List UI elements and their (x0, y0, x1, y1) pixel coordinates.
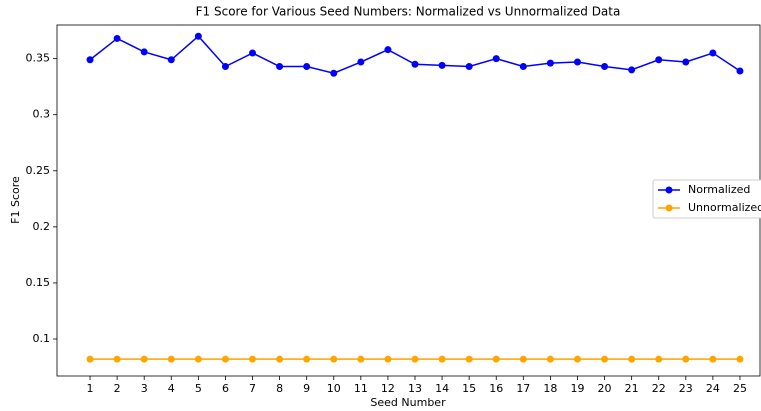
data-point (167, 56, 175, 64)
data-point (276, 62, 284, 70)
x-tick-label: 9 (303, 382, 310, 395)
x-tick-label: 22 (652, 382, 666, 395)
legend-marker (665, 204, 673, 212)
legend-label: Normalized (688, 183, 750, 196)
data-point (519, 355, 527, 363)
data-point (736, 355, 744, 363)
data-point (682, 355, 690, 363)
data-point (465, 62, 473, 70)
data-point (249, 49, 257, 57)
x-tick-label: 12 (381, 382, 395, 395)
x-tick-label: 5 (195, 382, 202, 395)
data-point (357, 355, 365, 363)
data-point (601, 62, 609, 70)
data-point (330, 355, 338, 363)
data-point (492, 55, 500, 63)
data-point (546, 355, 554, 363)
data-point (249, 355, 257, 363)
data-point (519, 62, 527, 70)
x-tick-label: 3 (141, 382, 148, 395)
data-point (303, 62, 311, 70)
data-point (655, 355, 663, 363)
data-point (113, 355, 121, 363)
x-tick-label: 16 (489, 382, 503, 395)
x-tick-label: 11 (354, 382, 368, 395)
data-point (411, 355, 419, 363)
x-tick-label: 10 (327, 382, 341, 395)
x-tick-label: 18 (543, 382, 557, 395)
x-tick-label: 1 (87, 382, 94, 395)
data-point (384, 46, 392, 54)
chart-title: F1 Score for Various Seed Numbers: Norma… (196, 5, 621, 19)
data-point (573, 58, 581, 66)
y-tick-label: 0.25 (26, 164, 51, 177)
x-tick-label: 4 (168, 382, 175, 395)
x-tick-label: 13 (408, 382, 422, 395)
x-tick-label: 17 (516, 382, 530, 395)
data-point (194, 355, 202, 363)
x-tick-label: 15 (462, 382, 476, 395)
data-point (546, 59, 554, 67)
data-point (276, 355, 284, 363)
x-axis-label: Seed Number (370, 396, 446, 409)
data-point (86, 355, 94, 363)
x-tick-label: 23 (679, 382, 693, 395)
x-tick-label: 6 (222, 382, 229, 395)
data-point (357, 58, 365, 66)
data-point (303, 355, 311, 363)
data-point (140, 355, 148, 363)
data-point (628, 66, 636, 74)
data-point (709, 355, 717, 363)
data-point (330, 69, 338, 77)
x-tick-label: 24 (706, 382, 720, 395)
data-point (709, 49, 717, 57)
data-point (573, 355, 581, 363)
data-point (221, 355, 229, 363)
x-tick-label: 25 (733, 382, 747, 395)
data-point (601, 355, 609, 363)
y-tick-label: 0.2 (33, 220, 51, 233)
x-tick-label: 19 (570, 382, 584, 395)
data-point (465, 355, 473, 363)
y-tick-label: 0.15 (26, 276, 51, 289)
x-tick-label: 8 (276, 382, 283, 395)
legend-marker (665, 186, 673, 194)
legend-box (652, 179, 761, 219)
data-point (86, 56, 94, 64)
data-point (492, 355, 500, 363)
data-point (113, 34, 121, 42)
data-point (221, 62, 229, 70)
data-point (655, 56, 663, 64)
y-tick-label: 0.35 (26, 52, 51, 65)
data-point (140, 48, 148, 56)
y-axis-label: F1 Score (9, 176, 22, 224)
data-point (438, 61, 446, 69)
data-point (682, 58, 690, 66)
data-point (628, 355, 636, 363)
x-tick-label: 7 (249, 382, 256, 395)
data-point (167, 355, 175, 363)
data-point (411, 60, 419, 68)
x-tick-label: 14 (435, 382, 449, 395)
x-tick-label: 21 (625, 382, 639, 395)
y-tick-label: 0.3 (33, 108, 51, 121)
data-point (438, 355, 446, 363)
x-tick-label: 2 (114, 382, 121, 395)
data-point (194, 32, 202, 40)
data-point (384, 355, 392, 363)
x-tick-label: 20 (598, 382, 612, 395)
data-point (736, 67, 744, 75)
y-tick-label: 0.1 (33, 332, 51, 345)
legend-label: Unnormalized (688, 201, 761, 214)
